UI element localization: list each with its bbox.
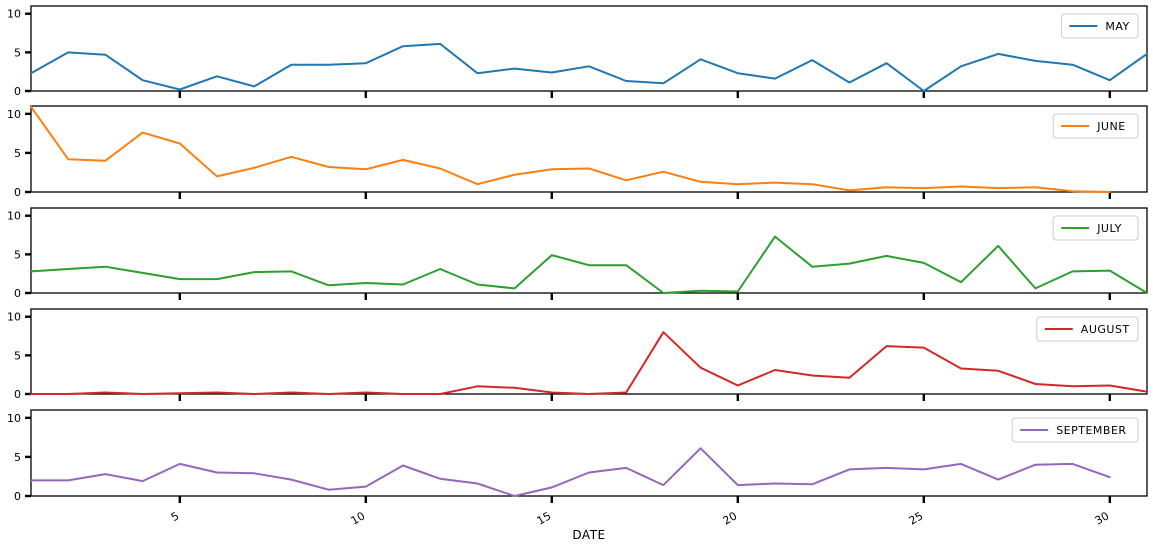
- series-line-july: [30, 235, 1148, 294]
- y-tick-label: 0: [14, 490, 21, 503]
- legend-box: [1036, 316, 1139, 342]
- legend-label-august: AUGUST: [1081, 323, 1130, 336]
- series-line-september: [30, 447, 1111, 497]
- series-line-august: [30, 331, 1148, 395]
- x-tick-label: 5: [169, 509, 182, 524]
- panel-frame-may: [30, 5, 1148, 92]
- y-tick-label: 5: [14, 451, 21, 464]
- legend-label-june: JUNE: [1096, 120, 1125, 133]
- legend-label-may: MAY: [1105, 20, 1129, 33]
- series-line-june: [30, 105, 1111, 193]
- panel-frame-june: [30, 105, 1148, 193]
- y-tick-label: 0: [14, 388, 21, 401]
- legend-label-july: JULY: [1096, 222, 1122, 235]
- y-tick-label: 10: [7, 108, 21, 121]
- legend-box: [1052, 113, 1139, 139]
- x-tick-label: 25: [907, 509, 926, 527]
- x-tick-label: 15: [535, 509, 554, 527]
- y-tick-label: 0: [14, 85, 21, 98]
- panel-frame-september: [30, 409, 1148, 497]
- y-tick-label: 5: [14, 349, 21, 362]
- legend-box: [1011, 417, 1139, 443]
- y-tick-label: 0: [14, 186, 21, 199]
- legend-label-september: SEPTEMBER: [1056, 424, 1126, 437]
- legend-box: [1052, 215, 1139, 241]
- panel-frame-july: [30, 207, 1148, 294]
- x-tick-label: 10: [349, 509, 368, 527]
- y-tick-label: 10: [7, 311, 21, 324]
- x-axis-label: DATE: [572, 528, 605, 542]
- x-tick-label: 30: [1093, 509, 1112, 527]
- y-tick-label: 5: [14, 248, 21, 261]
- y-tick-label: 10: [7, 210, 21, 223]
- y-tick-label: 10: [7, 412, 21, 425]
- series-line-may: [30, 42, 1148, 92]
- y-tick-label: 5: [14, 46, 21, 59]
- y-tick-label: 5: [14, 147, 21, 160]
- y-tick-label: 0: [14, 287, 21, 300]
- legend-box: [1060, 13, 1139, 39]
- y-tick-label: 10: [7, 8, 21, 21]
- x-tick-label: 20: [721, 509, 740, 527]
- panel-frame-august: [30, 308, 1148, 395]
